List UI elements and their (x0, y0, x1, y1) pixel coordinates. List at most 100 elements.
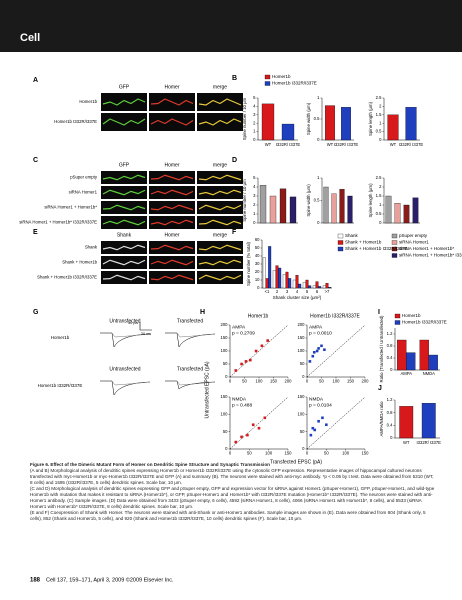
y-tick-label: 0.5 (376, 129, 382, 134)
current-trace (165, 332, 216, 338)
unity-line (306, 396, 366, 450)
micrograph (101, 256, 147, 269)
dendrite (198, 219, 242, 226)
bar (288, 278, 292, 289)
panel-letter: I (378, 309, 380, 316)
dendrite (150, 98, 194, 106)
x-tick-label: 50 (319, 379, 324, 384)
x-tick-label: 0 (229, 379, 232, 384)
dendrite (150, 189, 194, 196)
current-trace (100, 332, 151, 338)
y-tick-label: 0 (317, 220, 320, 225)
y-tick-label: 0 (253, 137, 256, 142)
y-tick-label: 150 (221, 394, 229, 399)
y-tick-label: 0 (302, 374, 305, 379)
panel-letter: D (232, 157, 237, 164)
point (320, 344, 323, 348)
y-tick-label: 200 (298, 322, 306, 327)
bar (397, 339, 407, 371)
x-tick-label: 0 (306, 451, 309, 456)
x-tick-label: 150 (347, 379, 355, 384)
y-tick-label: 150 (298, 335, 306, 340)
bar (269, 195, 277, 224)
caption-paragraph: (E and F) Coexpression of Shank with Hom… (30, 510, 426, 521)
x-tick-label: I332R/ I337E (276, 142, 301, 147)
y-tick-label: 5 (253, 95, 256, 100)
y-tick-label: 2.5 (376, 95, 382, 100)
panel-letter: E (33, 229, 38, 236)
x-tick-label: 150 (362, 451, 370, 456)
bar (292, 279, 296, 289)
y-tick-label: 0 (379, 137, 382, 142)
point (323, 348, 326, 351)
x-tick-label: NMDA (423, 371, 436, 376)
y-tick-label: 150 (298, 394, 306, 399)
bar (305, 279, 309, 289)
row-label: Homer1b (51, 335, 70, 340)
dendrite (102, 244, 146, 251)
x-tick-label: WT (265, 142, 272, 147)
bar (275, 265, 279, 289)
micrograph (149, 201, 195, 214)
row-label: Shank + Homer1b I332R/I337E (37, 275, 97, 280)
trace-header: Transfected (177, 366, 203, 372)
point (266, 339, 269, 342)
y-tick-label: 200 (221, 322, 229, 327)
bar (347, 195, 353, 224)
caption-paragraph: (C and D) Morphological analysis of dend… (30, 486, 435, 509)
chart-title: NMDA (309, 396, 324, 402)
dendrite (150, 259, 194, 266)
x-tick-label: 100 (265, 451, 273, 456)
bar (279, 188, 287, 224)
legend-label: Homer1b (402, 313, 421, 318)
x-tick-label: 3 (286, 289, 289, 294)
micrograph (149, 216, 195, 229)
y-tick-label: 3 (253, 112, 256, 117)
y-tick-label: 2 (379, 184, 382, 189)
bar (385, 195, 392, 224)
x-tick-label: 150 (270, 379, 278, 384)
point (317, 347, 320, 350)
bar (312, 285, 316, 289)
y-tick-label: 0.5 (314, 116, 320, 121)
micrograph (101, 93, 147, 111)
point (313, 428, 317, 432)
row-label: Shank (85, 245, 98, 250)
annotation: p = 0.488 (232, 402, 252, 408)
x-tick-label: 0 (229, 451, 232, 456)
dendrite (198, 174, 242, 181)
header-bar (0, 0, 462, 52)
column-header: Homer1b (248, 313, 269, 319)
scale-bar (139, 322, 152, 331)
y-tick-label: 1.2 (387, 331, 393, 336)
dendrite (150, 174, 194, 181)
dendrite (102, 98, 146, 106)
panel-letter: G (33, 309, 39, 316)
axis-label: Transfected EPSC (pA) (270, 459, 322, 465)
point (325, 423, 328, 427)
legend-label: siRNA Homer1 (399, 240, 429, 245)
x-tick-label: AMPA (400, 371, 412, 376)
caption: Figure 6. Effect of the Dimeric Mutant F… (30, 462, 435, 522)
point (257, 426, 261, 430)
dendrite (102, 259, 146, 266)
bar (302, 282, 306, 289)
dendrite (102, 189, 146, 196)
point (311, 426, 315, 430)
micrograph (197, 201, 243, 214)
x-tick-label: I332R/ I337E (334, 142, 359, 147)
bar (331, 193, 337, 224)
y-tick-label: 4 (253, 184, 256, 189)
bar (281, 123, 295, 141)
bar (394, 203, 401, 224)
x-tick-label: 100 (333, 379, 341, 384)
y-tick-label: 1 (253, 129, 256, 134)
point (321, 416, 324, 420)
dendrite (102, 204, 146, 211)
y-tick-label: 0 (317, 137, 320, 142)
y-axis-label: Spine width (μm) (306, 184, 311, 217)
x-tick-label: 150 (285, 451, 293, 456)
y-tick-label: 100 (298, 411, 306, 416)
legend-swatch (337, 233, 344, 239)
bar (268, 246, 272, 289)
